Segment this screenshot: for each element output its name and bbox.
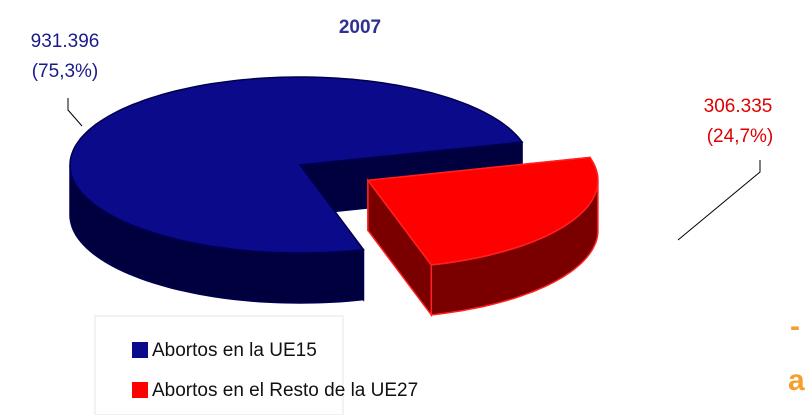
pie-slice [69,76,524,254]
legend-label: Abortos en el Resto de la UE27 [152,380,418,401]
percent-label: (24,7%) [707,126,774,147]
legend-swatch [132,342,148,358]
annotation: - [790,310,800,343]
data-label: 306.335 [704,96,773,117]
legend-swatch [132,382,148,398]
chart-title: 2007 [339,17,381,38]
legend-label: Abortos en la UE15 [152,340,317,361]
pie-slice [366,156,599,266]
legend-box [94,315,344,415]
leader-line [67,98,83,127]
annotation: a [788,364,805,397]
leader-line [677,160,761,241]
data-label: 931.396 [31,31,100,52]
percent-label: (75,3%) [32,61,99,82]
